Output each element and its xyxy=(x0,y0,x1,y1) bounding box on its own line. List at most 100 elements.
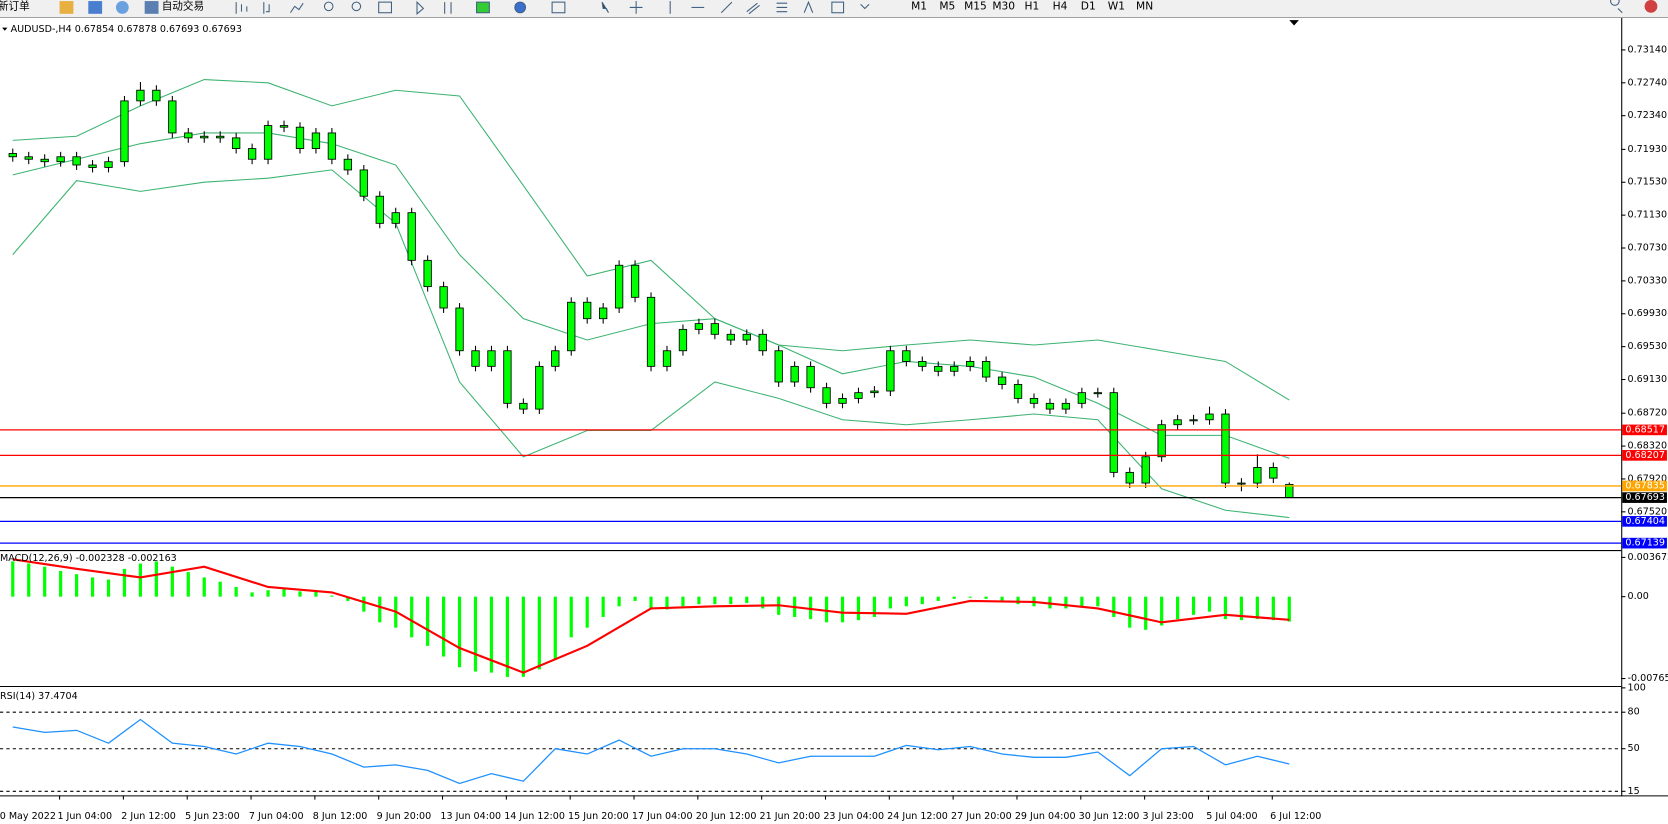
timeframe-button[interactable]: MN xyxy=(1136,0,1153,12)
macd-bar xyxy=(872,596,877,617)
candle-body xyxy=(902,350,911,362)
chart-shift-marker xyxy=(1289,20,1299,26)
arrows-icon[interactable] xyxy=(860,3,870,10)
timeframe-button[interactable]: M5 xyxy=(939,0,955,12)
y-tick-label: 0.72740 xyxy=(1628,77,1668,88)
x-tick-label: 29 Jun 04:00 xyxy=(1015,811,1076,822)
macd-bar xyxy=(521,596,525,677)
autotrading-icon[interactable] xyxy=(144,1,159,14)
candle-body xyxy=(391,212,400,224)
y-tick-label: 15 xyxy=(1628,786,1640,797)
x-tick-label: 9 Jun 20:00 xyxy=(377,811,432,822)
text-icon[interactable] xyxy=(803,0,814,13)
timeframe-button[interactable]: H4 xyxy=(1053,0,1068,12)
periods-icon[interactable] xyxy=(514,1,527,14)
candle-body xyxy=(471,350,480,367)
chart-tools[interactable] xyxy=(235,0,870,15)
macd-bar xyxy=(617,596,621,607)
trendline-icon[interactable] xyxy=(720,1,733,14)
icon[interactable] xyxy=(59,1,74,14)
macd-bar xyxy=(840,596,845,623)
price-level-box xyxy=(1622,492,1667,503)
macd-bar xyxy=(920,596,924,605)
shift-icon[interactable] xyxy=(444,2,452,14)
macd-bar xyxy=(856,596,861,621)
macd-bar xyxy=(266,590,270,597)
candle-body xyxy=(710,323,720,335)
line-icon[interactable] xyxy=(289,2,304,14)
autotrading-button[interactable]: 自动交易 xyxy=(162,0,204,12)
zoom-out-icon[interactable] xyxy=(351,1,362,12)
macd-bar xyxy=(378,596,382,623)
timeframe-button[interactable]: H1 xyxy=(1024,0,1039,12)
templates-icon[interactable] xyxy=(551,1,566,14)
alert-icon[interactable] xyxy=(1644,0,1658,13)
macd-bar xyxy=(330,595,334,597)
macd-bar xyxy=(186,572,190,597)
pane-title: AUDUSD-,H4 0.67854 0.67878 0.67693 0.676… xyxy=(11,24,242,35)
autoscroll-icon[interactable] xyxy=(416,0,425,15)
bar-chart-icon[interactable] xyxy=(235,2,248,14)
candle-body xyxy=(1125,471,1134,484)
candle-body xyxy=(886,350,895,392)
candle-body xyxy=(295,126,305,149)
candle-icon[interactable] xyxy=(263,2,270,14)
pane-menu[interactable] xyxy=(2,27,8,31)
y-tick-label: 0.71530 xyxy=(1628,177,1668,188)
macd-bar xyxy=(202,577,206,597)
y-tick-label: 0.72340 xyxy=(1628,110,1668,121)
x-tick-label: 30 Jun 12:00 xyxy=(1079,811,1140,822)
cursor-icon[interactable] xyxy=(601,1,609,14)
macd-bar xyxy=(904,596,908,607)
channel-icon[interactable] xyxy=(746,2,760,15)
price-level-box xyxy=(1622,537,1667,549)
macd-bar xyxy=(1287,596,1291,622)
timeframe-button[interactable]: M15 xyxy=(964,0,987,12)
tile-icon[interactable] xyxy=(378,1,393,14)
candle-body xyxy=(742,333,751,341)
macd-bar xyxy=(154,561,158,597)
price-level-label: 0.67139 xyxy=(1625,538,1665,549)
candle-body xyxy=(487,350,496,367)
label-icon[interactable] xyxy=(831,1,845,14)
bollinger-upper xyxy=(12,78,1290,401)
price-level-label: 0.67693 xyxy=(1625,492,1665,503)
y-tick-label: 0.003672 xyxy=(1628,552,1668,563)
candle-body xyxy=(104,161,113,168)
candle-body xyxy=(854,392,863,399)
pane-title: MACD(12,26,9) -0.002328 -0.002163 xyxy=(0,553,177,564)
price-level-box xyxy=(1622,516,1667,527)
fibo-icon[interactable] xyxy=(776,2,788,13)
candle-body xyxy=(599,307,608,320)
candle-body xyxy=(1077,392,1087,404)
indicators-icon[interactable] xyxy=(476,1,490,14)
x-tick-label: 8 Jun 12:00 xyxy=(313,811,368,822)
macd-bar xyxy=(473,596,478,672)
timeframe-button[interactable]: M30 xyxy=(992,0,1015,12)
macd-bar xyxy=(11,561,15,597)
search-icon[interactable] xyxy=(1610,0,1623,14)
x-tick-label: 21 Jun 20:00 xyxy=(760,811,821,822)
y-tick-label: 80 xyxy=(1628,707,1640,718)
macd-bar xyxy=(1191,596,1196,615)
icon[interactable] xyxy=(115,1,129,14)
candle-body xyxy=(1221,413,1230,484)
candle-body xyxy=(136,89,145,102)
candle-body xyxy=(503,350,512,404)
macd-bar xyxy=(1096,596,1100,607)
timeframe-button[interactable]: D1 xyxy=(1081,0,1096,12)
timeframe-button[interactable]: W1 xyxy=(1108,0,1125,12)
y-tick-label: 0.68320 xyxy=(1628,441,1668,452)
x-tick-label: 17 Jun 04:00 xyxy=(632,811,693,822)
icon[interactable] xyxy=(88,1,103,14)
crosshair-icon[interactable] xyxy=(629,1,643,14)
x-tick-label: 2 Jun 12:00 xyxy=(121,811,176,822)
macd-bar xyxy=(936,596,940,601)
candle-body xyxy=(950,365,959,372)
new-order-button[interactable]: 新订单 xyxy=(0,0,30,12)
timeframe-button[interactable]: M1 xyxy=(911,0,927,12)
macd-bar xyxy=(968,596,972,598)
candle-body xyxy=(726,333,735,341)
zoom-in-icon[interactable] xyxy=(323,1,334,12)
macd-bar xyxy=(298,591,302,597)
